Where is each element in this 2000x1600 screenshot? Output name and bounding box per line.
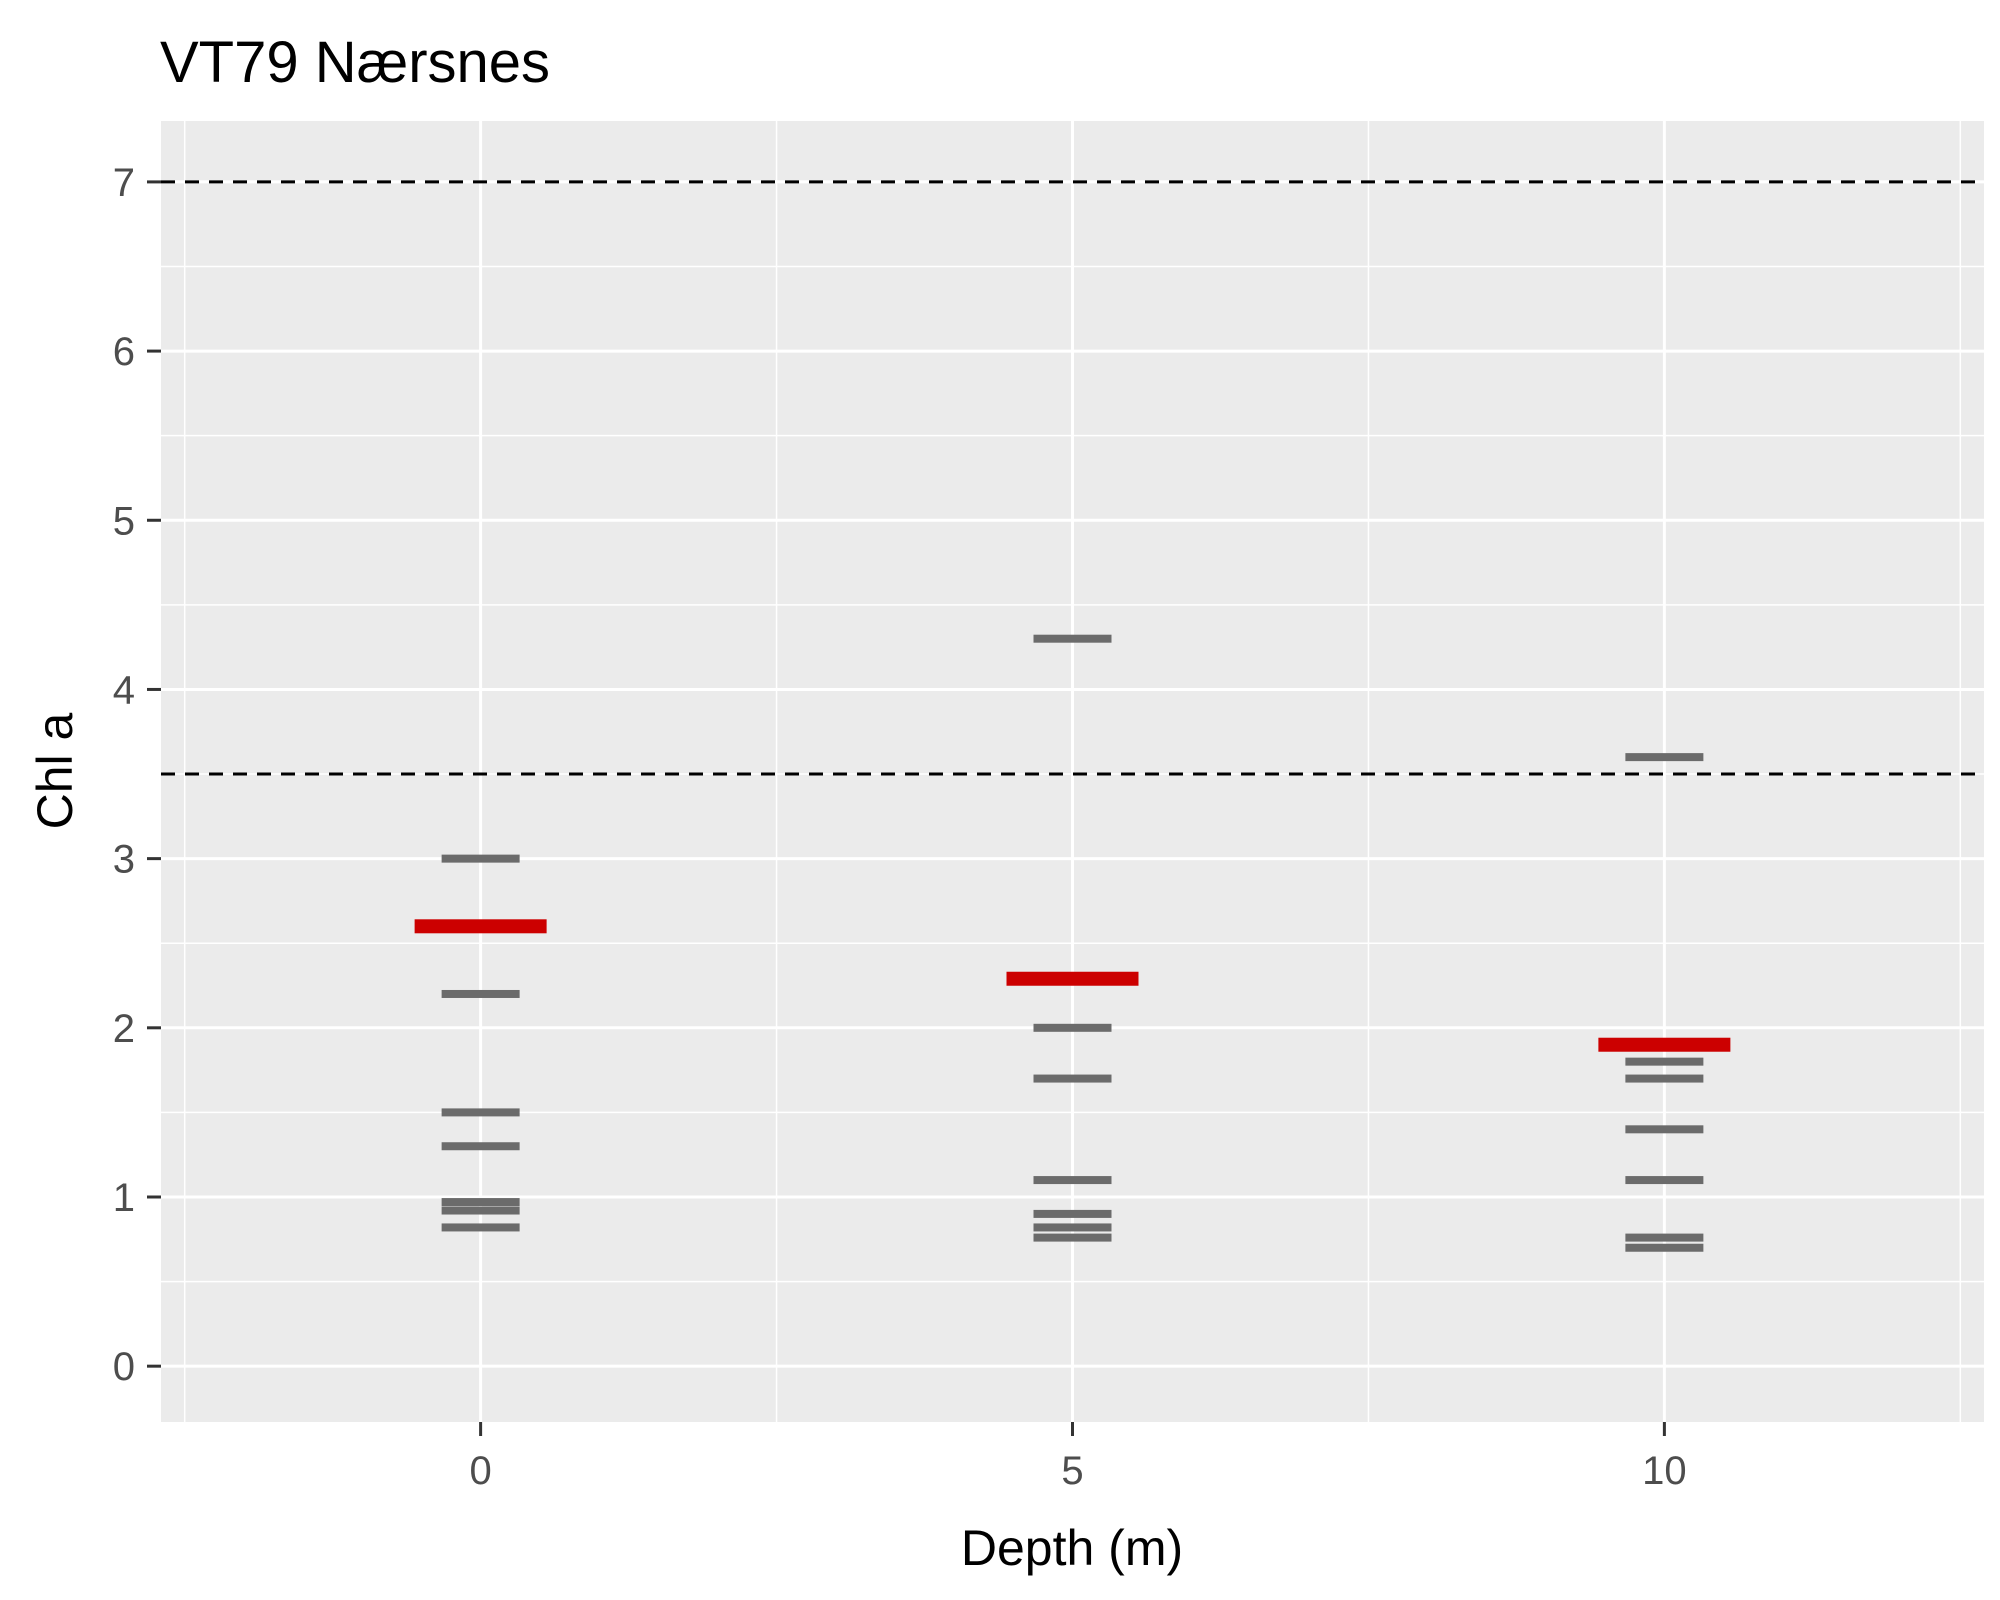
y-tick-label: 2 (113, 1007, 135, 1051)
x-tick-label: 5 (1061, 1449, 1083, 1493)
mean-marker (1006, 971, 1139, 986)
chart-title: VT79 Nærsnes (160, 30, 550, 95)
data-point (1033, 1074, 1112, 1083)
y-tick-label: 3 (113, 838, 135, 882)
data-point (1033, 1233, 1112, 1242)
data-points (414, 634, 1731, 1252)
y-axis-title: Chl a (27, 712, 83, 829)
data-point (441, 1223, 520, 1232)
data-point (1625, 1233, 1704, 1242)
data-point (441, 1142, 520, 1151)
data-point (1033, 1223, 1112, 1232)
y-tick-label: 6 (113, 330, 135, 374)
data-point (441, 1206, 520, 1215)
x-tick-label: 10 (1642, 1449, 1687, 1493)
data-point (1033, 634, 1112, 643)
data-point (441, 854, 520, 863)
data-point (1625, 1057, 1704, 1066)
y-tick-label: 0 (113, 1345, 135, 1389)
data-point (441, 1108, 520, 1117)
data-point (1625, 1243, 1704, 1252)
mean-marker (414, 919, 547, 934)
data-point (1033, 1209, 1112, 1218)
data-point (1033, 1023, 1112, 1032)
data-point (441, 1198, 520, 1207)
x-tick-label: 0 (469, 1449, 491, 1493)
data-point (1625, 1125, 1704, 1134)
y-axis: 0 1 2 3 4 5 6 7 (113, 161, 161, 1389)
y-tick-label: 4 (113, 668, 135, 712)
y-tick-label: 5 (113, 499, 135, 543)
reference-lines (161, 180, 1984, 776)
data-point (1625, 1176, 1704, 1185)
x-axis-title: Depth (m) (961, 1520, 1183, 1576)
y-tick-label: 1 (113, 1176, 135, 1220)
mean-marker (1598, 1037, 1731, 1052)
x-axis: 0 5 10 (469, 1422, 1687, 1493)
data-point (1625, 753, 1704, 762)
y-tick-label: 7 (113, 161, 135, 205)
data-point (1033, 1176, 1112, 1185)
data-point (1625, 1074, 1704, 1083)
data-point (441, 989, 520, 998)
